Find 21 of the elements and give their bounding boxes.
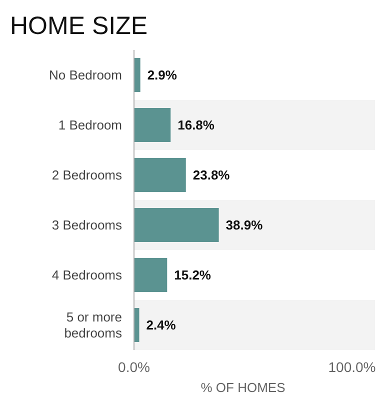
- bar: [134, 108, 171, 142]
- y-tick-label: 5 or more bedrooms: [64, 310, 122, 341]
- y-tick-label: 1 Bedroom: [58, 118, 122, 133]
- data-label: 2.4%: [146, 318, 176, 333]
- bar: [134, 208, 219, 242]
- x-tick-label: 0.0%: [118, 359, 150, 375]
- y-tick-label: 4 Bedrooms: [52, 268, 122, 283]
- data-label: 38.9%: [226, 218, 264, 233]
- data-label: 23.8%: [192, 168, 230, 183]
- x-tick-label: 100.0%: [328, 359, 376, 375]
- data-label: 16.8%: [178, 118, 215, 133]
- bar: [134, 158, 186, 192]
- chart-title: HOME SIZE: [10, 12, 148, 40]
- y-tick-label: 3 Bedrooms: [52, 218, 122, 233]
- bar: [134, 58, 140, 92]
- y-tick-label: No Bedroom: [49, 68, 122, 83]
- bar: [134, 258, 168, 292]
- data-label: 2.9%: [147, 68, 178, 83]
- y-tick-label: 2 Bedrooms: [52, 168, 122, 183]
- x-axis-title: % OF HOMES: [200, 380, 286, 395]
- data-label: 15.2%: [174, 268, 212, 283]
